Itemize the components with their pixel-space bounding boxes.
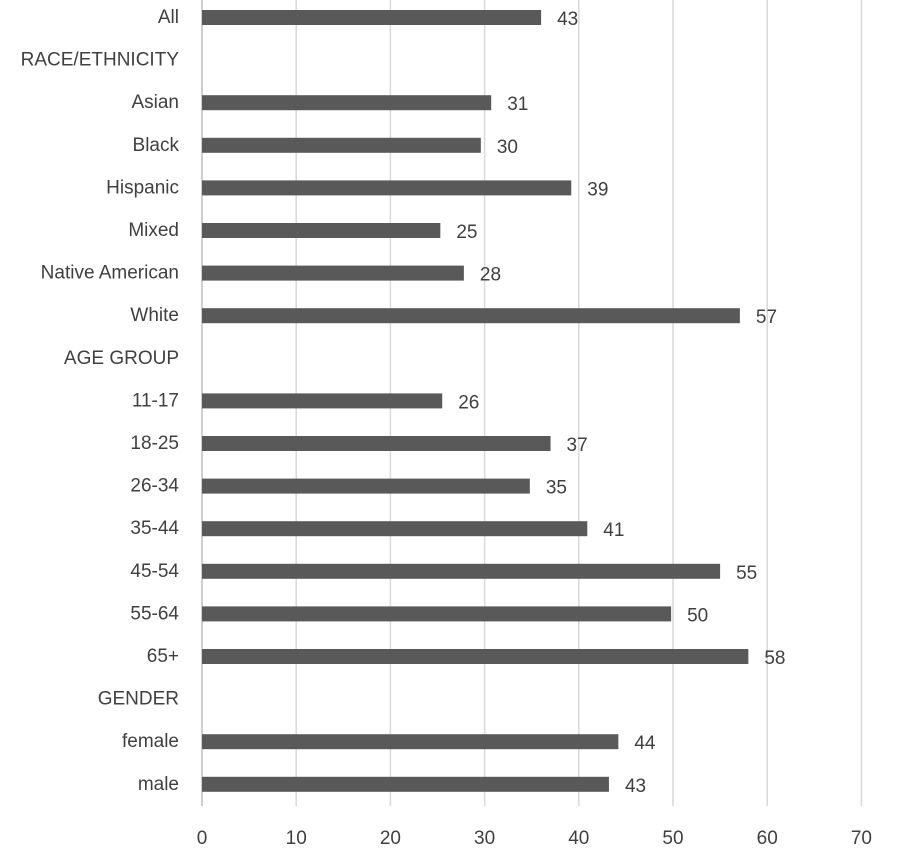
data-label: 41	[603, 520, 624, 541]
category-label: 26-34	[130, 476, 179, 497]
bar	[202, 308, 740, 324]
data-label: 44	[634, 733, 656, 754]
data-label: 57	[756, 307, 777, 328]
bar	[202, 223, 441, 238]
bar	[202, 734, 619, 750]
data-label: 26	[458, 392, 479, 413]
bar	[202, 649, 749, 664]
bar	[202, 563, 721, 579]
category-label: GENDER	[98, 689, 179, 710]
category-label: 65+	[147, 646, 179, 667]
x-tick-label: 20	[380, 828, 401, 849]
category-label: 35-44	[130, 518, 179, 539]
bar	[202, 606, 672, 622]
bar	[202, 776, 609, 792]
category-label: 55-64	[130, 603, 179, 624]
category-label: RACE/ETHNICITY	[21, 50, 180, 71]
bars	[202, 10, 749, 792]
bar	[202, 95, 492, 111]
x-tick-label: 40	[568, 828, 589, 849]
data-label: 55	[736, 563, 757, 584]
category-label: Asian	[131, 92, 179, 113]
data-label: 58	[764, 648, 785, 669]
bar	[202, 137, 481, 153]
x-tick-label: 50	[662, 828, 683, 849]
x-axis-tick-labels: 0 10 20 30 40 50 60 70	[197, 828, 872, 849]
category-label: AGE GROUP	[64, 348, 179, 369]
category-label: Mixed	[128, 220, 179, 241]
category-label: female	[122, 731, 179, 752]
data-labels: 43 31 30 39 25 28 57 26 37 35 41 55 50 58 44 43	[456, 9, 785, 797]
bar	[202, 436, 551, 451]
category-labels: All RACE/ETHNICITY Asian Black Hispanic Mixed…	[21, 7, 180, 795]
x-tick-label: 10	[286, 828, 307, 849]
bar	[202, 10, 542, 25]
data-label: 28	[480, 265, 501, 286]
bar	[202, 265, 464, 281]
x-tick-label: 70	[851, 828, 872, 849]
x-tick-label: 30	[474, 828, 495, 849]
data-label: 35	[546, 478, 567, 499]
x-tick-label: 60	[757, 828, 778, 849]
category-label: Native American	[41, 263, 179, 284]
bar	[202, 478, 530, 494]
data-label: 37	[567, 435, 588, 456]
category-label: Black	[133, 135, 180, 156]
category-label: Hispanic	[106, 177, 179, 198]
data-label: 43	[625, 776, 646, 797]
data-label: 30	[497, 137, 518, 158]
category-label: male	[138, 774, 179, 795]
category-label: 18-25	[130, 433, 179, 454]
category-label: All	[158, 7, 179, 28]
bar	[202, 393, 443, 409]
data-label: 50	[687, 605, 708, 626]
bar	[202, 180, 572, 196]
category-label: 45-54	[130, 561, 179, 582]
data-label: 39	[587, 179, 608, 200]
category-label: White	[130, 305, 179, 326]
data-label: 43	[557, 9, 578, 30]
bar	[202, 521, 588, 537]
data-label: 31	[507, 94, 528, 115]
x-tick-label: 0	[197, 828, 208, 849]
category-label: 11-17	[132, 390, 179, 411]
data-label: 25	[456, 222, 477, 243]
